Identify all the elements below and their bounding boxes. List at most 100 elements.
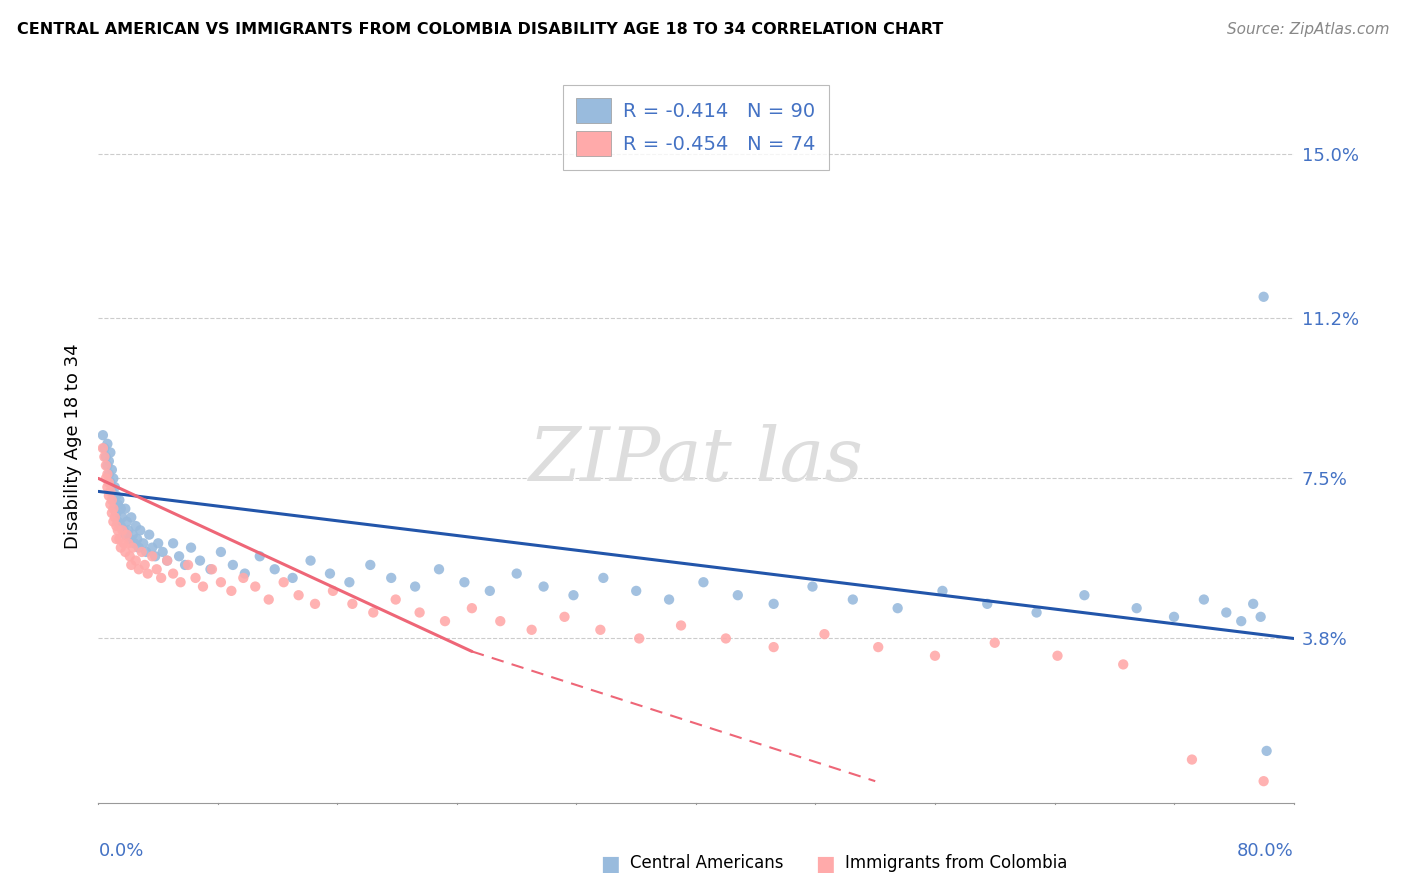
Point	[96, 480, 118, 494]
Point	[628, 632, 651, 646]
Point	[233, 566, 256, 581]
Point	[209, 545, 232, 559]
Point	[124, 536, 146, 550]
Point	[533, 580, 555, 594]
Point	[842, 592, 865, 607]
Point	[101, 493, 124, 508]
Point	[427, 562, 450, 576]
Point	[1046, 648, 1069, 663]
Point	[107, 515, 129, 529]
Point	[94, 458, 117, 473]
Point	[1215, 606, 1237, 620]
Point	[103, 501, 125, 516]
Point	[120, 558, 142, 572]
Point	[1256, 744, 1278, 758]
Point	[1073, 588, 1095, 602]
Point	[801, 580, 824, 594]
Point	[101, 506, 124, 520]
Point	[104, 480, 127, 494]
Point	[108, 493, 131, 508]
Point	[299, 553, 322, 567]
Point	[162, 566, 184, 581]
Point	[1163, 610, 1185, 624]
Point	[263, 562, 285, 576]
Point	[304, 597, 326, 611]
Point	[554, 610, 576, 624]
Point	[1025, 606, 1047, 620]
Point	[143, 549, 166, 564]
Point	[128, 562, 150, 576]
Point	[762, 640, 785, 654]
Point	[131, 545, 153, 559]
Point	[134, 558, 156, 572]
Point	[222, 558, 245, 572]
Point	[167, 549, 190, 564]
Point	[98, 475, 122, 490]
Point	[101, 463, 124, 477]
Point	[97, 454, 120, 468]
Point	[94, 471, 117, 485]
Point	[453, 575, 475, 590]
Point	[103, 493, 125, 508]
Point	[97, 467, 120, 482]
Point	[281, 571, 304, 585]
Point	[117, 524, 139, 538]
Point	[976, 597, 998, 611]
Point	[319, 566, 342, 581]
Point	[1112, 657, 1135, 672]
Text: Immigrants from Colombia: Immigrants from Colombia	[845, 855, 1067, 872]
Text: CENTRAL AMERICAN VS IMMIGRANTS FROM COLOMBIA DISABILITY AGE 18 TO 34 CORRELATION: CENTRAL AMERICAN VS IMMIGRANTS FROM COLO…	[17, 22, 943, 37]
Point	[117, 536, 139, 550]
Point	[257, 592, 280, 607]
Point	[103, 515, 125, 529]
Point	[868, 640, 890, 654]
Point	[188, 553, 211, 567]
Point	[125, 519, 148, 533]
Point	[103, 471, 125, 485]
Point	[125, 553, 148, 567]
Point	[669, 618, 692, 632]
Text: 80.0%: 80.0%	[1237, 842, 1294, 860]
Point	[98, 497, 122, 511]
Point	[121, 527, 143, 541]
Point	[127, 532, 149, 546]
Point	[180, 541, 202, 555]
Point	[114, 545, 136, 559]
Point	[108, 532, 131, 546]
Point	[96, 467, 118, 482]
Point	[148, 536, 170, 550]
Point	[221, 583, 243, 598]
Point	[434, 614, 457, 628]
Point	[156, 553, 179, 567]
Point	[478, 583, 501, 598]
Point	[114, 527, 136, 541]
Point	[129, 524, 152, 538]
Point	[111, 524, 134, 538]
Point	[177, 558, 200, 572]
Point	[138, 527, 160, 541]
Point	[592, 571, 614, 585]
Legend: R = -0.414   N = 90, R = -0.454   N = 74: R = -0.414 N = 90, R = -0.454 N = 74	[562, 85, 830, 169]
Point	[339, 575, 361, 590]
Point	[191, 580, 214, 594]
Point	[115, 527, 138, 541]
Point	[1250, 610, 1272, 624]
Point	[150, 571, 173, 585]
Point	[658, 592, 681, 607]
Y-axis label: Disability Age 18 to 34: Disability Age 18 to 34	[63, 343, 82, 549]
Point	[1125, 601, 1147, 615]
Text: ZIPat las: ZIPat las	[529, 424, 863, 497]
Point	[145, 562, 167, 576]
Point	[112, 524, 135, 538]
Point	[245, 580, 267, 594]
Point	[94, 450, 117, 464]
Point	[562, 588, 585, 602]
Point	[232, 571, 254, 585]
Point	[384, 592, 406, 607]
Point	[105, 519, 128, 533]
Point	[101, 484, 124, 499]
Text: ■: ■	[815, 855, 835, 874]
Text: Central Americans: Central Americans	[630, 855, 783, 872]
Point	[112, 536, 135, 550]
Point	[141, 541, 163, 555]
